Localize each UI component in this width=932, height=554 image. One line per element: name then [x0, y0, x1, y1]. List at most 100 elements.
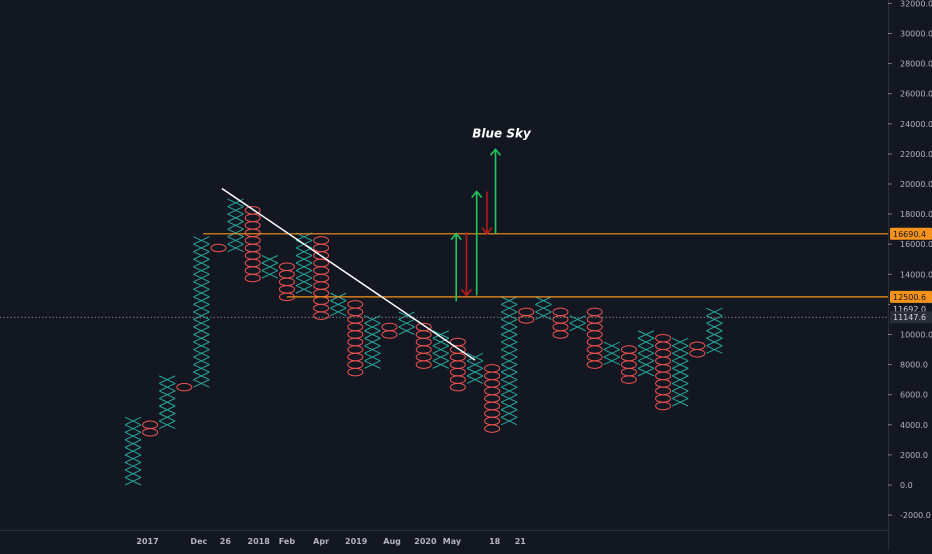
price-badge-16690: 16690.4: [890, 227, 932, 240]
x-box: [193, 364, 210, 373]
x-box: [227, 228, 244, 238]
pnf-column-o: [620, 345, 637, 384]
x-box: [671, 345, 689, 354]
o-box: [176, 382, 193, 392]
pnf-column-x: [261, 255, 279, 279]
badge-text: 11147.6: [893, 313, 926, 322]
x-box: [227, 236, 244, 245]
x-box: [398, 318, 415, 328]
y-tick-label: 32000.0: [900, 0, 932, 8]
arrow-head: [481, 227, 493, 235]
arrow-head: [471, 190, 483, 199]
o-box: [210, 243, 227, 253]
pnf-column-x: [158, 375, 176, 430]
x-box: [671, 375, 689, 384]
y-tick-label: 14000.0: [900, 270, 932, 279]
x-box: [295, 255, 313, 264]
o-box: [278, 262, 295, 272]
pnf-column-x: [706, 307, 723, 354]
o-box: [449, 337, 466, 347]
x-box: [295, 277, 313, 287]
pnf-column-x: [398, 311, 415, 335]
x-box: [193, 281, 210, 290]
x-tick-label: 2020: [414, 537, 437, 546]
pnf-column-x: [193, 236, 210, 388]
price-axis[interactable]: -2000.0 0.0 2000.0 4000.0 6000.0 8000.0 10000.…: [888, 0, 932, 550]
x-box: [227, 243, 244, 253]
o-box: [142, 420, 159, 430]
trendline: [221, 187, 476, 361]
x-box: [500, 311, 518, 320]
x-box: [295, 270, 313, 279]
x-box: [193, 303, 210, 313]
x-box: [500, 409, 518, 418]
x-box: [500, 416, 518, 426]
x-box: [535, 303, 552, 313]
y-tick-label: 26000.0: [900, 90, 932, 99]
pnf-column-x: [535, 296, 552, 320]
x-tick-label: 26: [220, 537, 232, 546]
pnf-column-o: [313, 236, 330, 320]
pnf-column-o: [449, 337, 466, 392]
x-box: [637, 337, 655, 347]
badge-text: 16690.4: [893, 230, 926, 239]
up-arrow: [471, 190, 483, 296]
x-box: [193, 243, 210, 253]
x-box: [500, 356, 518, 366]
x-box: [432, 352, 450, 362]
y-tick-label: 6000.0: [900, 391, 928, 400]
x-box: [227, 198, 244, 208]
badge-text: 11692.0: [893, 305, 926, 314]
x-box: [193, 288, 210, 298]
x-box: [637, 345, 655, 354]
x-box: [227, 213, 244, 223]
x-box: [227, 221, 244, 230]
pnf-column-x: [364, 315, 381, 369]
time-axis[interactable]: 2017 Dec 26 2018 Feb Apr 2019 Aug 2020 May 18 21: [0, 530, 888, 547]
o-box: [484, 364, 501, 373]
x-box: [569, 315, 586, 324]
x-box: [364, 322, 381, 332]
x-box: [295, 285, 313, 294]
pnf-column-o: [244, 206, 261, 283]
x-box: [329, 307, 347, 317]
x-box: [706, 345, 723, 354]
o-box: [415, 322, 432, 332]
x-box: [637, 352, 655, 362]
y-tick-label: 4000.0: [900, 421, 928, 430]
y-tick-label: 30000.0: [900, 30, 932, 39]
x-box: [671, 382, 689, 392]
x-tick-label: 2019: [345, 537, 368, 546]
x-box: [671, 352, 689, 362]
pnf-column-x: [500, 296, 518, 426]
pnf-column-x: [227, 198, 244, 253]
x-box: [603, 356, 621, 366]
o-box: [552, 307, 569, 317]
y-tick-label: 20000.0: [900, 180, 932, 189]
pnf-column-o: [552, 307, 569, 339]
y-tick-label: 16000.0: [900, 240, 932, 249]
pnf-column-x: [569, 315, 586, 332]
x-box: [603, 341, 621, 351]
arrow-head: [450, 232, 462, 241]
x-box: [637, 360, 655, 369]
y-tick-label: 0.0: [900, 481, 913, 490]
o-box: [313, 236, 330, 245]
pnf-column-o: [278, 262, 295, 302]
pnf-column-o: [518, 307, 535, 324]
pnf-column-x: [124, 416, 142, 486]
x-box: [466, 352, 484, 362]
x-box: [124, 431, 142, 441]
x-box: [261, 270, 279, 279]
y-tick-label: 8000.0: [900, 361, 928, 370]
pnf-column-o: [176, 382, 193, 392]
x-box: [637, 330, 655, 339]
x-box: [500, 318, 518, 328]
x-box: [124, 446, 142, 456]
x-box: [193, 296, 210, 305]
x-box: [535, 311, 552, 320]
x-box: [500, 334, 518, 343]
x-box: [158, 398, 176, 407]
o-box: [381, 322, 398, 332]
pnf-column-o: [586, 307, 603, 369]
